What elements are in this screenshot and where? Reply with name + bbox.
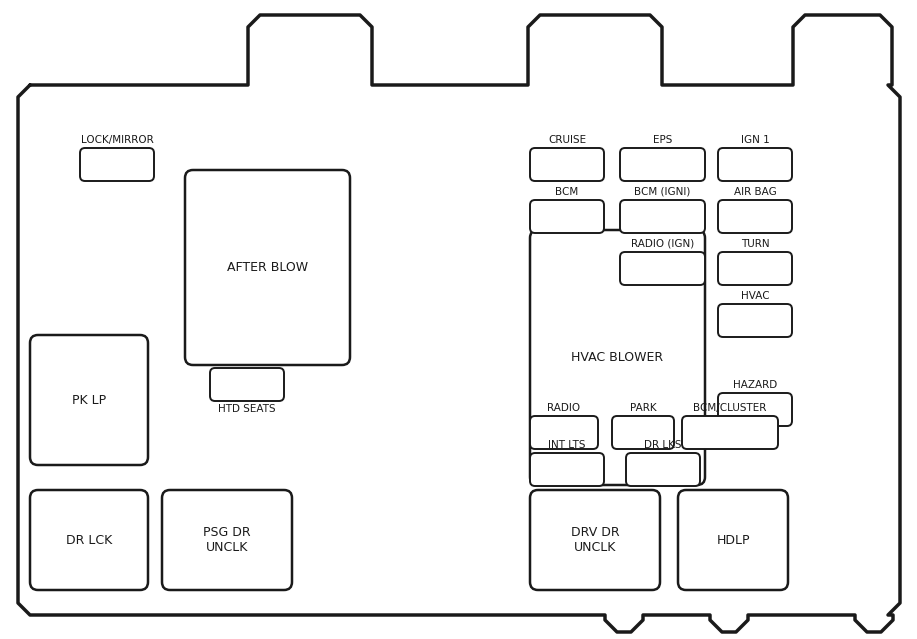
Text: AFTER BLOW: AFTER BLOW [226, 261, 308, 274]
FancyBboxPatch shape [718, 200, 792, 233]
FancyBboxPatch shape [530, 453, 604, 486]
FancyBboxPatch shape [162, 490, 292, 590]
Text: HTD SEATS: HTD SEATS [218, 404, 276, 414]
FancyBboxPatch shape [30, 490, 148, 590]
Text: BCM (IGNI): BCM (IGNI) [635, 187, 691, 197]
FancyBboxPatch shape [612, 416, 674, 449]
Text: BCM: BCM [556, 187, 579, 197]
Text: LOCK/MIRROR: LOCK/MIRROR [81, 135, 153, 145]
Text: CRUISE: CRUISE [548, 135, 586, 145]
FancyBboxPatch shape [620, 200, 705, 233]
Text: PK LP: PK LP [72, 394, 106, 406]
FancyBboxPatch shape [626, 453, 700, 486]
Text: RADIO: RADIO [547, 403, 580, 413]
FancyBboxPatch shape [620, 252, 705, 285]
Text: DRV DR
UNCLK: DRV DR UNCLK [570, 526, 619, 554]
Text: INT LTS: INT LTS [548, 440, 586, 450]
Text: PARK: PARK [630, 403, 657, 413]
FancyBboxPatch shape [530, 148, 604, 181]
FancyBboxPatch shape [620, 148, 705, 181]
Text: HVAC BLOWER: HVAC BLOWER [571, 351, 664, 364]
FancyBboxPatch shape [718, 252, 792, 285]
FancyBboxPatch shape [185, 170, 350, 365]
FancyBboxPatch shape [718, 304, 792, 337]
Text: HDLP: HDLP [716, 534, 750, 546]
FancyBboxPatch shape [530, 200, 604, 233]
FancyBboxPatch shape [30, 335, 148, 465]
Text: DR LCK: DR LCK [66, 534, 112, 546]
FancyBboxPatch shape [530, 490, 660, 590]
FancyBboxPatch shape [530, 416, 598, 449]
Text: TURN: TURN [741, 239, 769, 249]
Text: EPS: EPS [653, 135, 672, 145]
Text: DR LKS: DR LKS [645, 440, 681, 450]
Text: HAZARD: HAZARD [733, 380, 777, 390]
Text: RADIO (IGN): RADIO (IGN) [631, 239, 694, 249]
Text: HVAC: HVAC [741, 291, 769, 301]
Text: PSG DR
UNCLK: PSG DR UNCLK [204, 526, 251, 554]
FancyBboxPatch shape [530, 230, 705, 485]
Text: IGN 1: IGN 1 [741, 135, 769, 145]
FancyBboxPatch shape [210, 368, 284, 401]
Text: BCM/CLUSTER: BCM/CLUSTER [693, 403, 767, 413]
FancyBboxPatch shape [682, 416, 778, 449]
FancyBboxPatch shape [718, 148, 792, 181]
FancyBboxPatch shape [80, 148, 154, 181]
FancyBboxPatch shape [718, 393, 792, 426]
Text: AIR BAG: AIR BAG [734, 187, 777, 197]
FancyBboxPatch shape [678, 490, 788, 590]
